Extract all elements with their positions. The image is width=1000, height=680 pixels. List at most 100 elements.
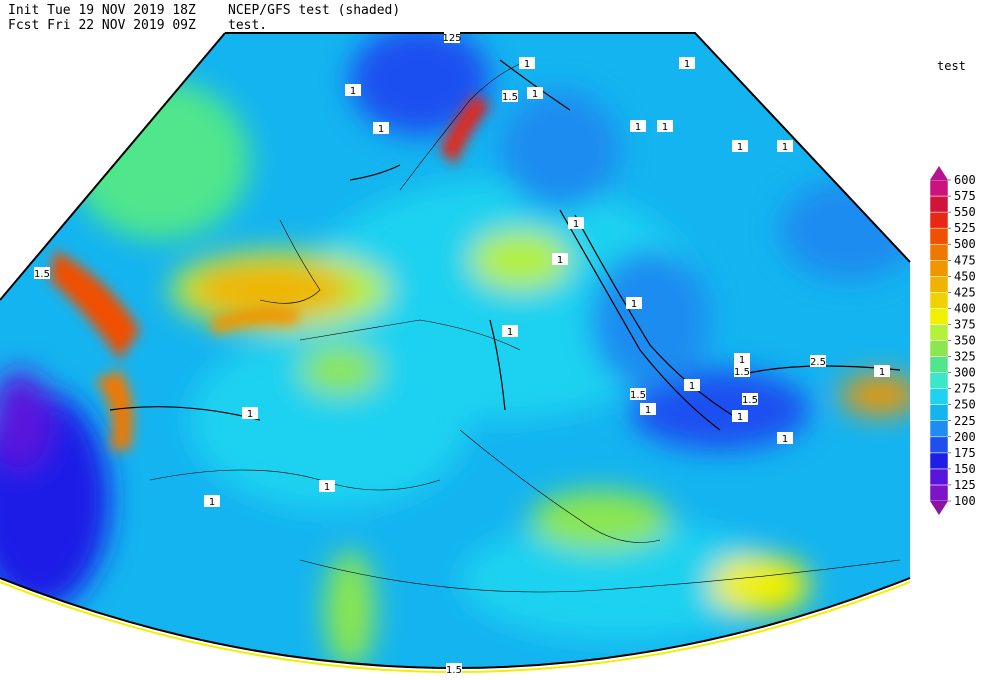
colorbar-label: 525 bbox=[954, 221, 976, 235]
contour-label-box bbox=[874, 365, 890, 377]
coastlines bbox=[149, 59, 901, 593]
colorbar: 100 125 150 175 200 225 250 275 300 325 350 375 400 4… bbox=[929, 166, 976, 515]
colorbar-label: 225 bbox=[954, 414, 976, 428]
contour-label: 1 bbox=[209, 497, 215, 508]
contour-label-box bbox=[732, 410, 748, 422]
colorbar-label: 175 bbox=[954, 446, 976, 460]
colorbar-swatch bbox=[929, 452, 949, 470]
contour-label: 1 bbox=[573, 219, 579, 230]
contour-label: 1 bbox=[507, 327, 513, 338]
map-title: NCEP/GFS test (shaded) bbox=[228, 3, 400, 18]
colorbar-label: 600 bbox=[954, 173, 976, 187]
contour-label-box bbox=[527, 87, 543, 99]
colorbar-title: test bbox=[937, 59, 966, 73]
contour-label-box bbox=[446, 663, 462, 675]
contour-label-box bbox=[345, 84, 361, 96]
contour-label: 1 bbox=[524, 59, 530, 70]
contour-label: 1.5 bbox=[502, 92, 518, 103]
contour-label: 1 bbox=[557, 255, 563, 266]
contour-label: 1 bbox=[247, 409, 253, 420]
contour-label-box bbox=[742, 393, 758, 405]
colorbar-swatch bbox=[929, 436, 949, 454]
contour-label-box bbox=[568, 217, 584, 229]
colorbar-swatch bbox=[929, 227, 949, 245]
contour-label-box bbox=[319, 480, 335, 492]
colorbar-over bbox=[930, 166, 948, 180]
colorbar-label: 500 bbox=[954, 237, 976, 251]
contour-label: 2.5 bbox=[810, 357, 826, 368]
colorbar-label: 425 bbox=[954, 285, 976, 299]
colorbar-swatch bbox=[929, 276, 949, 293]
contour-label-box bbox=[777, 140, 793, 152]
contour-label: 1.5 bbox=[630, 390, 646, 401]
colorbar-swatch bbox=[929, 404, 949, 422]
colorbar-label: 550 bbox=[954, 205, 976, 219]
contour-label-box bbox=[777, 432, 793, 444]
contour-label-box bbox=[679, 57, 695, 69]
colorbar-swatch bbox=[929, 260, 949, 277]
contour-label-box bbox=[204, 495, 220, 507]
contour-label: 1.5 bbox=[734, 367, 750, 378]
contour-label-box bbox=[684, 379, 700, 391]
colorbar-label: 275 bbox=[954, 382, 976, 396]
contour-label: 1 bbox=[684, 59, 690, 70]
field-shading bbox=[0, 33, 910, 668]
colorbar-label: 125 bbox=[954, 478, 976, 492]
colorbar-swatch bbox=[929, 324, 949, 341]
contour-label-box bbox=[34, 267, 50, 279]
contour-label: 1 bbox=[350, 86, 356, 97]
colorbar-label: 300 bbox=[954, 366, 976, 380]
contour-label: 1 bbox=[645, 405, 651, 416]
colorbar-swatch bbox=[929, 243, 949, 261]
colorbar-swatch bbox=[929, 308, 949, 325]
colorbar-swatch bbox=[929, 211, 949, 229]
contour-label: 125 bbox=[442, 33, 461, 44]
contour-label: 1 bbox=[782, 142, 788, 153]
colorbar-swatch bbox=[929, 195, 949, 213]
colorbar-swatch bbox=[929, 179, 949, 197]
contour-label-box bbox=[519, 57, 535, 69]
colorbar-label: 475 bbox=[954, 253, 976, 267]
contour-label: 1 bbox=[635, 122, 641, 133]
colorbar-label: 350 bbox=[954, 334, 976, 348]
colorbar-label: 325 bbox=[954, 350, 976, 364]
colorbar-swatch bbox=[929, 340, 949, 357]
contour-label-box bbox=[734, 365, 750, 377]
contour-label-box bbox=[242, 407, 258, 419]
colorbar-swatch bbox=[929, 420, 949, 438]
map-subtitle: test. bbox=[228, 18, 267, 33]
colorbar-label: 100 bbox=[954, 494, 976, 508]
contour-label: 1 bbox=[631, 299, 637, 310]
colorbar-swatch bbox=[929, 356, 949, 373]
contour-label-box bbox=[732, 140, 748, 152]
contour-label-box bbox=[626, 297, 642, 309]
contour-label-box bbox=[444, 31, 460, 43]
colorbar-swatch bbox=[929, 484, 949, 502]
colorbar-under bbox=[930, 501, 948, 515]
colorbar-label: 200 bbox=[954, 430, 976, 444]
contour-label-box bbox=[734, 353, 750, 365]
contour-label-box bbox=[657, 120, 673, 132]
contour-label: 1 bbox=[739, 355, 745, 366]
contour-label: 1 bbox=[879, 367, 885, 378]
contour-label-box bbox=[640, 403, 656, 415]
colorbar-label: 250 bbox=[954, 398, 976, 412]
contour-label: 1.5 bbox=[742, 395, 758, 406]
contour-label: 1 bbox=[532, 89, 538, 100]
contour-label: 1 bbox=[324, 482, 330, 493]
colorbar-swatch bbox=[929, 372, 949, 389]
contour-label: 1 bbox=[737, 412, 743, 423]
colorbar-swatch bbox=[929, 468, 949, 486]
contour-label: 1.5 bbox=[446, 665, 462, 676]
contour-label-box bbox=[810, 355, 826, 367]
contour-label: 1 bbox=[662, 122, 668, 133]
colorbar-swatch bbox=[929, 388, 949, 405]
contour-label-box bbox=[630, 120, 646, 132]
colorbar-label: 375 bbox=[954, 317, 976, 331]
contour-label-box bbox=[373, 122, 389, 134]
contour-label-box bbox=[502, 90, 518, 102]
colorbar-label: 450 bbox=[954, 269, 976, 283]
